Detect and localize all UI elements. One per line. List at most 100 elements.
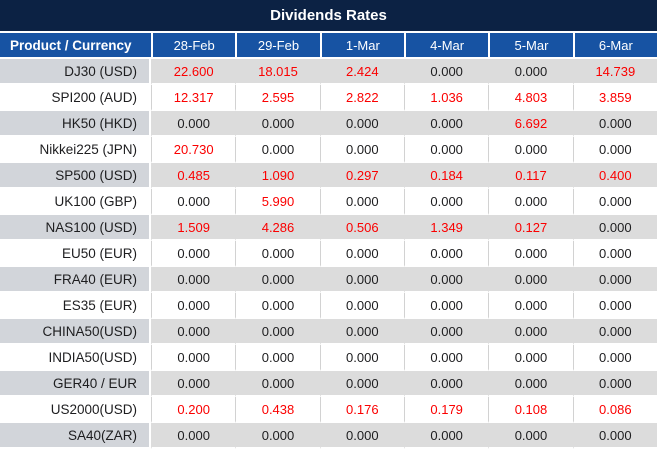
value-cell: 0.000 xyxy=(572,215,657,241)
table-row: SA40(ZAR) 0.000 0.000 0.000 0.000 0.000 0.000 xyxy=(0,423,657,449)
value-cell: 0.000 xyxy=(319,371,404,397)
product-cell: ES35 (EUR) xyxy=(0,293,151,319)
product-cell: SA40(ZAR) xyxy=(0,423,151,449)
value-cell: 0.000 xyxy=(235,293,320,319)
product-cell: HK50 (HKD) xyxy=(0,111,151,137)
value-cell: 0.000 xyxy=(488,189,573,215)
value-cell: 0.000 xyxy=(403,267,489,293)
value-cell: 0.000 xyxy=(319,293,404,319)
table-row: GER40 / EUR 0.000 0.000 0.000 0.000 0.000 0.00… xyxy=(0,371,657,397)
date-column-header: 28-Feb xyxy=(151,33,236,59)
table-row: UK100 (GBP) 0.000 5.990 0.000 0.000 0.000 0.00… xyxy=(0,189,657,215)
value-cell: 0.000 xyxy=(235,137,320,163)
value-cell: 0.000 xyxy=(572,189,657,215)
value-cell: 22.600 xyxy=(151,59,236,85)
date-column-header: 5-Mar xyxy=(488,33,573,59)
value-cell: 0.086 xyxy=(572,397,657,423)
value-cell: 0.000 xyxy=(403,111,489,137)
product-cell: UK100 (GBP) xyxy=(0,189,151,215)
dividends-table: Product / Currency 28-Feb 29-Feb 1-Mar 4-Ma… xyxy=(0,33,657,449)
value-cell: 0.000 xyxy=(235,267,320,293)
value-cell: 0.127 xyxy=(488,215,573,241)
value-cell: 0.000 xyxy=(403,59,489,85)
value-cell: 1.090 xyxy=(235,163,320,189)
value-cell: 0.176 xyxy=(319,397,404,423)
value-cell: 0.400 xyxy=(572,163,657,189)
table-row: HK50 (HKD) 0.000 0.000 0.000 0.000 6.692 0.000 xyxy=(0,111,657,137)
value-cell: 0.000 xyxy=(319,267,404,293)
value-cell: 0.000 xyxy=(235,111,320,137)
value-cell: 0.179 xyxy=(403,397,489,423)
value-cell: 0.000 xyxy=(403,371,489,397)
value-cell: 0.000 xyxy=(403,241,489,267)
table-row: NAS100 (USD) 1.509 4.286 0.506 1.349 0.127 0.0… xyxy=(0,215,657,241)
value-cell: 2.822 xyxy=(319,85,404,111)
value-cell: 1.349 xyxy=(403,215,489,241)
value-cell: 0.000 xyxy=(488,59,573,85)
date-column-header: 29-Feb xyxy=(235,33,320,59)
value-cell: 0.000 xyxy=(403,137,489,163)
date-column-header: 1-Mar xyxy=(319,33,404,59)
value-cell: 4.286 xyxy=(235,215,320,241)
value-cell: 0.000 xyxy=(235,345,320,371)
value-cell: 0.000 xyxy=(151,189,236,215)
value-cell: 0.000 xyxy=(151,267,236,293)
value-cell: 0.297 xyxy=(319,163,404,189)
value-cell: 0.000 xyxy=(488,293,573,319)
table-row: DJ30 (USD) 22.600 18.015 2.424 0.000 0.000 14.… xyxy=(0,59,657,85)
value-cell: 0.000 xyxy=(151,423,236,449)
value-cell: 0.000 xyxy=(235,319,320,345)
product-cell: EU50 (EUR) xyxy=(0,241,151,267)
value-cell: 20.730 xyxy=(151,137,236,163)
value-cell: 1.509 xyxy=(151,215,236,241)
table-row: SPI200 (AUD) 12.317 2.595 2.822 1.036 4.803 3.… xyxy=(0,85,657,111)
value-cell: 0.000 xyxy=(403,293,489,319)
value-cell: 0.000 xyxy=(572,111,657,137)
value-cell: 0.000 xyxy=(151,345,236,371)
value-cell: 0.000 xyxy=(403,319,489,345)
value-cell: 2.595 xyxy=(235,85,320,111)
table-row: CHINA50(USD) 0.000 0.000 0.000 0.000 0.000 0.0… xyxy=(0,319,657,345)
value-cell: 0.000 xyxy=(488,137,573,163)
value-cell: 6.692 xyxy=(488,111,573,137)
table-row: Nikkei225 (JPN) 20.730 0.000 0.000 0.000 0.00… xyxy=(0,137,657,163)
product-cell: SP500 (USD) xyxy=(0,163,151,189)
value-cell: 0.000 xyxy=(488,423,573,449)
table-row: FRA40 (EUR) 0.000 0.000 0.000 0.000 0.000 0.00… xyxy=(0,267,657,293)
product-cell: US2000(USD) xyxy=(0,397,151,423)
value-cell: 0.184 xyxy=(403,163,489,189)
value-cell: 0.000 xyxy=(235,371,320,397)
value-cell: 0.000 xyxy=(488,371,573,397)
value-cell: 0.000 xyxy=(488,241,573,267)
value-cell: 0.000 xyxy=(319,241,404,267)
value-cell: 0.000 xyxy=(488,267,573,293)
value-cell: 0.000 xyxy=(572,241,657,267)
product-cell: NAS100 (USD) xyxy=(0,215,151,241)
value-cell: 0.000 xyxy=(151,371,236,397)
value-cell: 0.506 xyxy=(319,215,404,241)
date-column-header: 4-Mar xyxy=(403,33,489,59)
value-cell: 0.000 xyxy=(572,371,657,397)
value-cell: 0.000 xyxy=(235,423,320,449)
value-cell: 0.000 xyxy=(319,189,404,215)
value-cell: 0.000 xyxy=(151,241,236,267)
value-cell: 0.000 xyxy=(488,319,573,345)
value-cell: 14.739 xyxy=(572,59,657,85)
table-header-row: Product / Currency 28-Feb 29-Feb 1-Mar 4-Ma… xyxy=(0,33,657,59)
value-cell: 0.000 xyxy=(572,345,657,371)
date-column-header: 6-Mar xyxy=(572,33,657,59)
value-cell: 0.000 xyxy=(572,267,657,293)
title-bar: Dividends Rates xyxy=(0,0,657,33)
value-cell: 0.000 xyxy=(572,293,657,319)
value-cell: 0.000 xyxy=(319,423,404,449)
value-cell: 0.000 xyxy=(319,345,404,371)
value-cell: 0.485 xyxy=(151,163,236,189)
page-title: Dividends Rates xyxy=(270,7,387,24)
table-row: INDIA50(USD) 0.000 0.000 0.000 0.000 0.000 0.0… xyxy=(0,345,657,371)
table-row: EU50 (EUR) 0.000 0.000 0.000 0.000 0.000 0.000 xyxy=(0,241,657,267)
table-row: ES35 (EUR) 0.000 0.000 0.000 0.000 0.000 0.000 xyxy=(0,293,657,319)
value-cell: 0.117 xyxy=(488,163,573,189)
value-cell: 0.000 xyxy=(319,111,404,137)
value-cell: 0.000 xyxy=(235,241,320,267)
